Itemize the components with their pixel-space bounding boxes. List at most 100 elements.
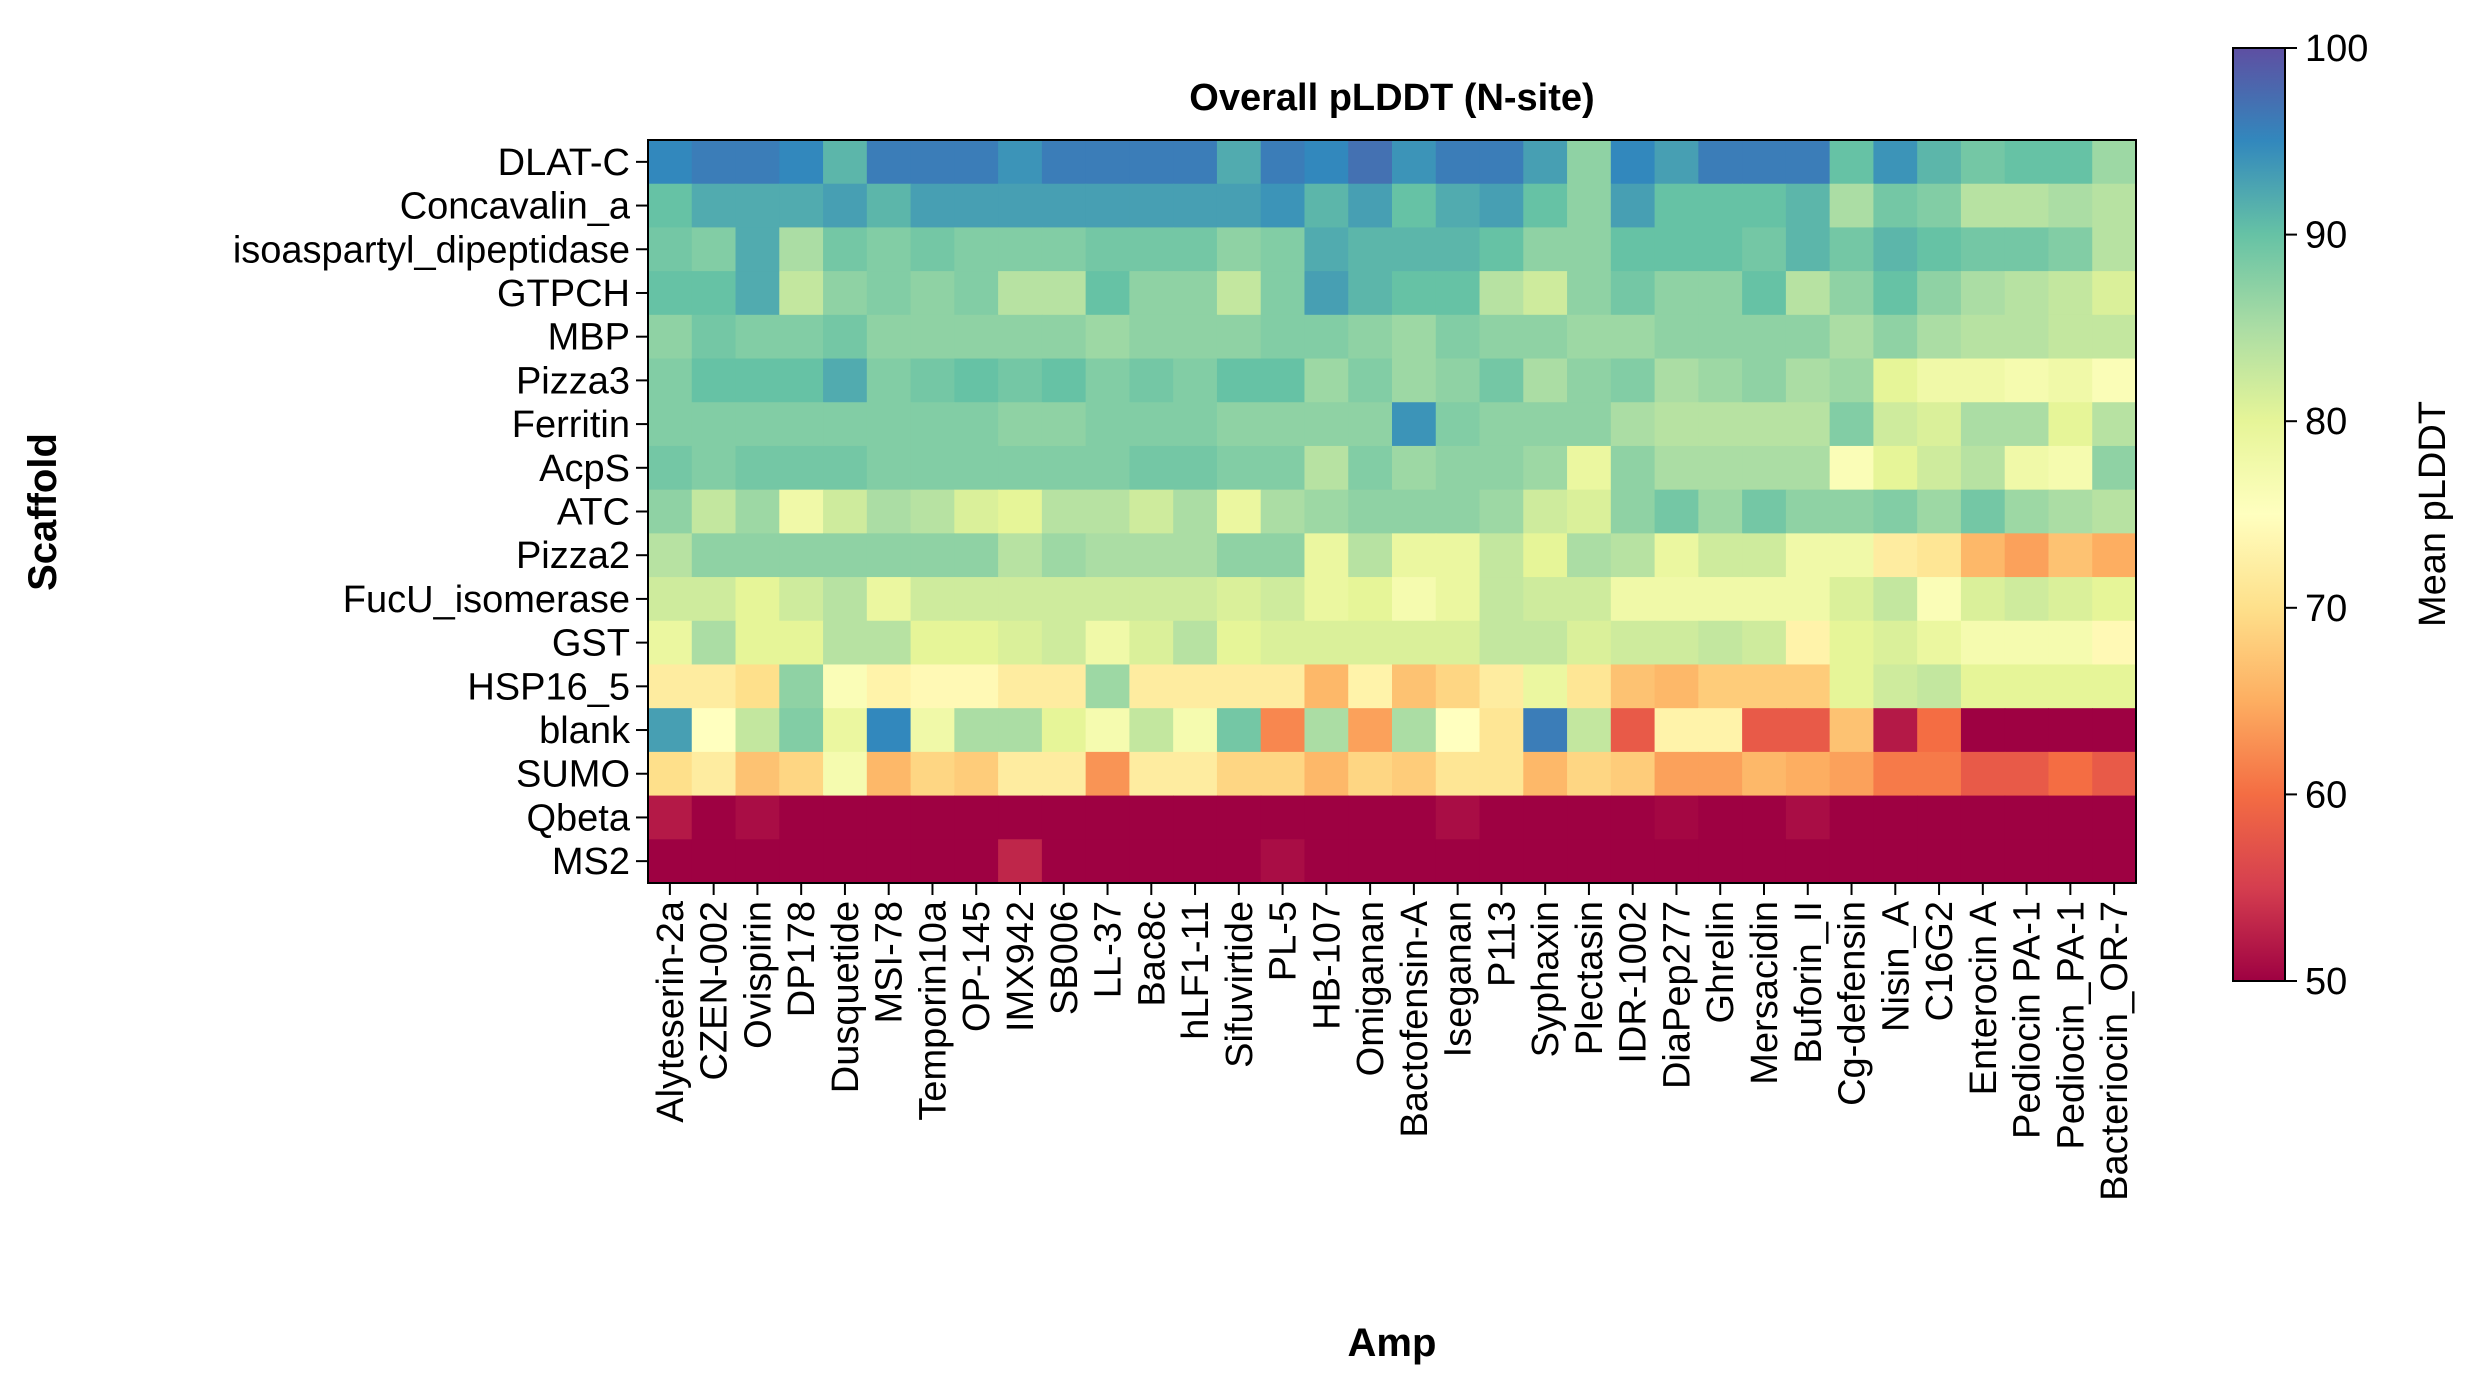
heatmap-cell bbox=[910, 140, 955, 185]
heatmap-cell bbox=[1523, 795, 1568, 840]
heatmap-cell bbox=[1304, 577, 1349, 622]
heatmap-cell bbox=[823, 358, 868, 403]
heatmap-cell bbox=[1742, 795, 1787, 840]
heatmap-cell bbox=[691, 183, 737, 229]
heatmap-cell bbox=[1304, 795, 1349, 840]
heatmap-cell bbox=[1435, 140, 1481, 185]
heatmap-cell bbox=[866, 314, 912, 360]
heatmap-cell bbox=[1654, 708, 1699, 753]
x-tick-label: Mersacidin bbox=[1744, 901, 1786, 1085]
heatmap-cell bbox=[1523, 358, 1568, 403]
heatmap-cell bbox=[1041, 489, 1087, 534]
heatmap-cell bbox=[2004, 489, 2050, 534]
heatmap-cell bbox=[1785, 620, 1831, 666]
heatmap-cell bbox=[1260, 227, 1306, 272]
heatmap-cell bbox=[1129, 358, 1174, 403]
heatmap-cell bbox=[1785, 577, 1831, 622]
heatmap-cell bbox=[1567, 533, 1612, 578]
heatmap-cell bbox=[1348, 140, 1393, 185]
heatmap-cell bbox=[1610, 445, 1656, 491]
heatmap-cell bbox=[2048, 751, 2093, 797]
heatmap-cell bbox=[1698, 577, 1743, 622]
heatmap-cell bbox=[1085, 708, 1131, 753]
heatmap-cell bbox=[910, 227, 955, 272]
heatmap-cell bbox=[1917, 751, 1962, 797]
heatmap-cell bbox=[1216, 708, 1262, 753]
heatmap-cell bbox=[1392, 751, 1437, 797]
x-tick-label: CZEN-002 bbox=[694, 901, 736, 1081]
heatmap-cell bbox=[2092, 402, 2137, 447]
heatmap-cell bbox=[1173, 314, 1218, 360]
heatmap-cell bbox=[1523, 140, 1568, 185]
heatmap-cell bbox=[1785, 664, 1831, 709]
x-tick-group: Alyteserin-2a CZEN-002 Ovispirin DP178 Dusqu… bbox=[650, 883, 2136, 1201]
heatmap-cell bbox=[735, 577, 780, 622]
heatmap-cell bbox=[1829, 708, 1875, 753]
heatmap-cell bbox=[1785, 795, 1831, 840]
heatmap-cell bbox=[823, 839, 868, 884]
heatmap-cell bbox=[691, 314, 737, 360]
heatmap-cell bbox=[1348, 708, 1393, 753]
heatmap-cell bbox=[998, 271, 1043, 316]
heatmap-cell bbox=[1348, 358, 1393, 403]
heatmap-cell bbox=[1216, 489, 1262, 534]
heatmap-cell bbox=[691, 445, 737, 491]
x-tick-label: Ghrelin bbox=[1700, 901, 1742, 1024]
heatmap-cell bbox=[1829, 140, 1875, 185]
heatmap-cell bbox=[1567, 402, 1612, 447]
heatmap-cell bbox=[1523, 314, 1568, 360]
heatmap-cell bbox=[954, 620, 999, 666]
heatmap-cell bbox=[1785, 140, 1831, 185]
heatmap-cell bbox=[2092, 795, 2137, 840]
x-tick-label: PL-5 bbox=[1263, 901, 1305, 981]
heatmap-cell bbox=[1567, 358, 1612, 403]
heatmap-cell bbox=[1173, 533, 1218, 578]
heatmap-cell bbox=[1392, 314, 1437, 360]
y-tick-label: Qbeta bbox=[526, 797, 630, 839]
heatmap-cell bbox=[1654, 664, 1699, 709]
heatmap-cell bbox=[691, 708, 737, 753]
heatmap-cell bbox=[1392, 839, 1437, 884]
heatmap-cell bbox=[1523, 620, 1568, 666]
heatmap-cell bbox=[1610, 795, 1656, 840]
heatmap-cell bbox=[1129, 140, 1174, 185]
colorbar-tick-label: 100 bbox=[2305, 28, 2368, 70]
heatmap-cell bbox=[1216, 620, 1262, 666]
chart-title: Overall pLDDT (N-site) bbox=[1189, 77, 1594, 119]
heatmap-cell bbox=[1260, 402, 1306, 447]
heatmap-cell bbox=[735, 664, 780, 709]
heatmap-cell bbox=[1829, 795, 1875, 840]
heatmap-cell bbox=[779, 708, 824, 753]
heatmap-cell bbox=[1654, 751, 1699, 797]
heatmap-cell bbox=[1260, 445, 1306, 491]
heatmap-cell bbox=[1873, 402, 1918, 447]
heatmap-cell bbox=[1085, 314, 1131, 360]
heatmap-cell bbox=[779, 445, 824, 491]
colorbar-tick-group: 50 60 70 80 90 100 bbox=[2285, 28, 2368, 1003]
heatmap-cell bbox=[1523, 489, 1568, 534]
heatmap-cell bbox=[1173, 402, 1218, 447]
x-tick-label: Dusquetide bbox=[825, 901, 867, 1093]
x-tick-label: Nisin_A bbox=[1875, 900, 1917, 1032]
heatmap-cell bbox=[1917, 839, 1962, 884]
heatmap-cell bbox=[954, 839, 999, 884]
heatmap-cell bbox=[954, 795, 999, 840]
heatmap-cell bbox=[1173, 751, 1218, 797]
heatmap-cell bbox=[1041, 227, 1087, 272]
heatmap-cell bbox=[998, 795, 1043, 840]
heatmap-cell bbox=[1610, 489, 1656, 534]
heatmap-cell bbox=[998, 140, 1043, 185]
heatmap-cell bbox=[1304, 271, 1349, 316]
heatmap-cell bbox=[1216, 314, 1262, 360]
heatmap-cell bbox=[1567, 577, 1612, 622]
heatmap-cell bbox=[1085, 140, 1131, 185]
heatmap-cell bbox=[1304, 358, 1349, 403]
heatmap-cell bbox=[1742, 140, 1787, 185]
heatmap-cell bbox=[866, 489, 912, 534]
heatmap-cell bbox=[1129, 839, 1174, 884]
x-tick-label: HB-107 bbox=[1306, 901, 1348, 1030]
heatmap-cell bbox=[1041, 751, 1087, 797]
heatmap-cell bbox=[1479, 577, 1524, 622]
heatmap-cell bbox=[1085, 227, 1131, 272]
heatmap-cell bbox=[1260, 183, 1306, 229]
